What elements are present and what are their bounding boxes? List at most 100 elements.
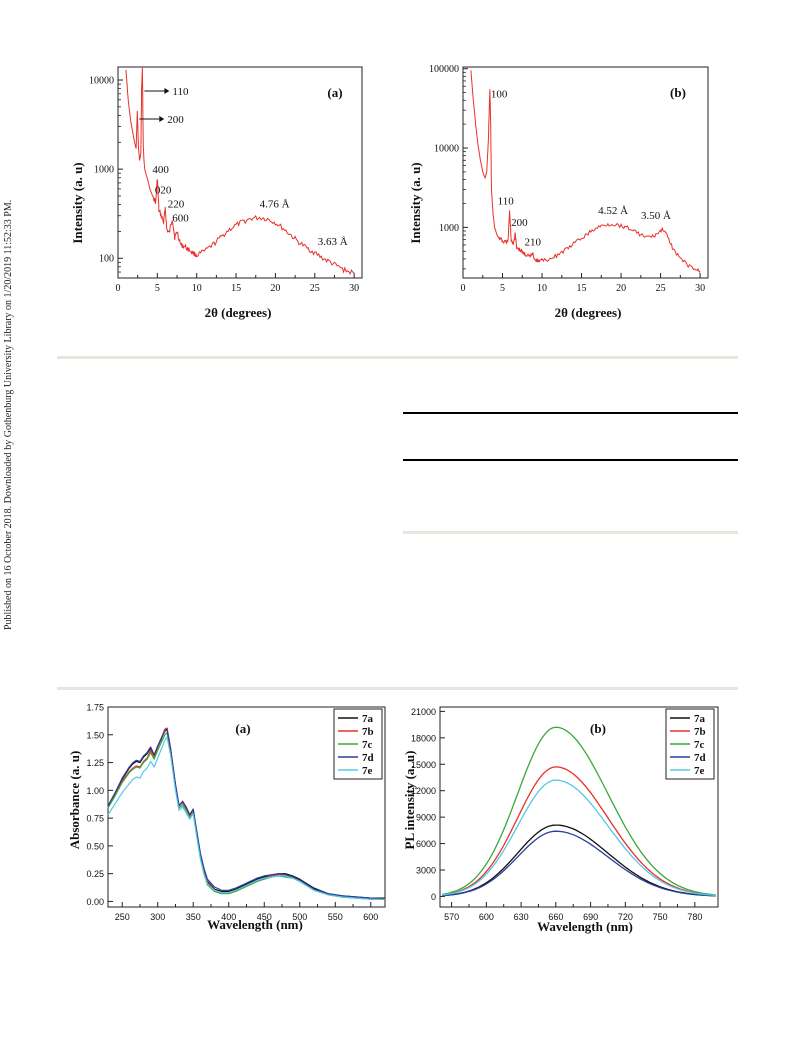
- x-tick-label: 600: [363, 912, 378, 922]
- x-tick-label: 400: [221, 912, 236, 922]
- figure-divider-bottom: [57, 687, 738, 690]
- series-line: [442, 766, 716, 896]
- y-tick-label: 1.00: [86, 786, 104, 796]
- peak-label: 110: [172, 86, 189, 98]
- peak-label: 4.76 Å: [260, 199, 290, 211]
- peak-label: 110: [498, 195, 515, 207]
- peak-label: 220: [168, 199, 185, 211]
- x-tick-label: 720: [618, 912, 633, 922]
- legend-label: 7c: [694, 739, 705, 751]
- y-tick-label: 21000: [411, 707, 436, 717]
- x-tick-label: 25: [656, 283, 666, 294]
- xrd-chart-b: Intensity (a. u) 2θ (degrees) (b) 0 5 10 15…: [408, 64, 709, 320]
- y-axis-title: Intensity (a. u): [70, 162, 85, 243]
- y-tick-label: 0.25: [86, 869, 104, 879]
- legend-label: 7d: [362, 752, 374, 764]
- y-tick-label: 0.75: [86, 814, 104, 824]
- y-tick-label: 0: [431, 892, 436, 902]
- x-tick-label: 750: [653, 912, 668, 922]
- x-tick-label: 30: [349, 283, 359, 294]
- y-tick-label: 1000: [439, 223, 459, 234]
- legend-label: 7e: [362, 765, 373, 777]
- x-tick-label: 350: [186, 912, 201, 922]
- x-tick-label: 10: [192, 283, 202, 294]
- peak-label: 3.50 Å: [641, 210, 671, 222]
- y-axis-title: Intensity (a. u): [408, 162, 423, 243]
- y-tick-label: 3000: [416, 865, 436, 875]
- x-tick-label: 250: [115, 912, 130, 922]
- x-tick-label: 5: [500, 283, 505, 294]
- series-line: [125, 66, 355, 275]
- peak-label: 210: [525, 236, 542, 248]
- legend-label: 7d: [694, 752, 706, 764]
- peak-label: 400: [152, 164, 169, 176]
- pl-intensity-chart: PL intensity (a. u) Wavelength (nm) (b) …: [402, 706, 719, 934]
- panel-label: (a): [327, 85, 342, 100]
- y-tick-label: 10000: [89, 76, 114, 87]
- series-line: [107, 728, 386, 900]
- peak-label: 4.52 Å: [598, 205, 628, 217]
- panel-label: (b): [590, 721, 606, 736]
- legend-label: 7e: [694, 765, 705, 777]
- x-tick-label: 5: [155, 283, 160, 294]
- legend-label: 7a: [362, 713, 374, 725]
- series-line: [107, 736, 385, 900]
- y-tick-label: 15000: [411, 760, 436, 770]
- legend-label: 7a: [694, 713, 706, 725]
- panel-label: (a): [235, 721, 250, 736]
- x-tick-label: 550: [328, 912, 343, 922]
- table-divider: [403, 531, 738, 534]
- y-tick-label: 0.50: [86, 841, 104, 851]
- y-tick-label: 1000: [94, 165, 114, 176]
- plot-frame: [117, 66, 363, 279]
- y-tick-label: 1.50: [86, 730, 104, 740]
- y-tick-label: 100000: [429, 64, 459, 75]
- x-tick-label: 15: [577, 283, 587, 294]
- peak-label: 200: [511, 217, 528, 229]
- peak-label: 020: [155, 185, 172, 197]
- x-axis-title: Wavelength (nm): [207, 917, 303, 932]
- y-tick-label: 18000: [411, 733, 436, 743]
- x-tick-label: 600: [479, 912, 494, 922]
- plot-frame: [462, 66, 709, 279]
- y-axis-title: Absorbance (a. u): [67, 751, 82, 850]
- peak-label: 3.63 Å: [318, 236, 348, 248]
- x-tick-label: 570: [444, 912, 459, 922]
- x-tick-label: 660: [548, 912, 563, 922]
- table-rule-top: [403, 412, 738, 414]
- table-rule-bottom: [403, 459, 738, 461]
- x-tick-label: 500: [292, 912, 307, 922]
- y-tick-label: 100: [99, 254, 114, 265]
- x-tick-label: 20: [616, 283, 626, 294]
- x-tick-label: 630: [514, 912, 529, 922]
- x-axis-title: 2θ (degrees): [555, 305, 622, 320]
- y-tick-label: 1.25: [86, 758, 104, 768]
- y-tick-label: 9000: [416, 813, 436, 823]
- legend-label: 7b: [362, 726, 374, 738]
- series-line: [442, 830, 716, 897]
- x-tick-label: 20: [270, 283, 280, 294]
- absorbance-chart: Absorbance (a. u) Wavelength (nm) (a) 25…: [67, 703, 386, 932]
- x-tick-label: 450: [257, 912, 272, 922]
- x-tick-label: 0: [461, 283, 466, 294]
- x-tick-label: 300: [150, 912, 165, 922]
- y-tick-label: 1.75: [86, 703, 104, 713]
- legend-label: 7b: [694, 726, 706, 738]
- y-tick-label: 6000: [416, 839, 436, 849]
- peak-label: 200: [167, 114, 184, 126]
- plot-frame: [439, 706, 719, 908]
- x-tick-label: 0: [116, 283, 121, 294]
- legend-label: 7c: [362, 739, 373, 751]
- series-line: [442, 779, 716, 897]
- panel-label: (b): [670, 85, 686, 100]
- x-tick-label: 10: [537, 283, 547, 294]
- x-tick-label: 690: [583, 912, 598, 922]
- y-tick-label: 10000: [434, 144, 459, 155]
- peak-label: 100: [491, 88, 508, 100]
- publication-note: Published on 16 October 2018. Downloaded…: [3, 199, 14, 630]
- series-line: [442, 726, 716, 896]
- series-line: [470, 70, 701, 274]
- y-tick-label: 12000: [411, 786, 436, 796]
- y-tick-label: 0.00: [86, 897, 104, 907]
- x-tick-label: 25: [310, 283, 320, 294]
